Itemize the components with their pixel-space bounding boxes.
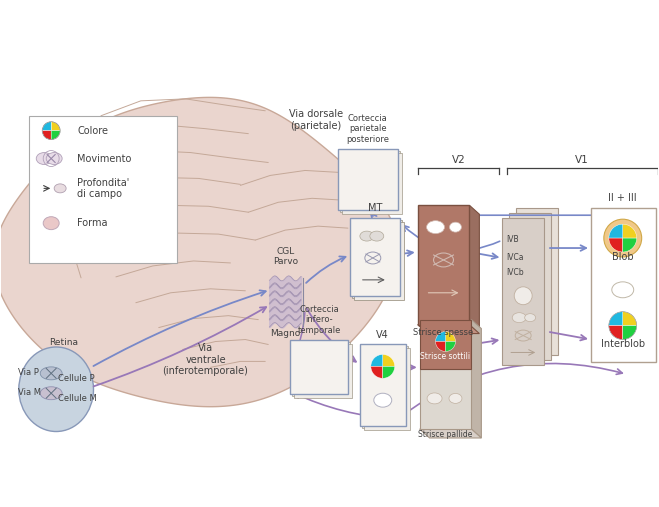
FancyBboxPatch shape [360, 344, 406, 426]
Polygon shape [420, 429, 481, 438]
Circle shape [604, 219, 642, 257]
Wedge shape [609, 325, 623, 340]
Text: Strisce spesse: Strisce spesse [413, 328, 474, 337]
Wedge shape [623, 325, 637, 340]
Polygon shape [471, 319, 481, 438]
Wedge shape [445, 342, 455, 351]
Text: V2: V2 [451, 156, 465, 165]
Text: Corteccia
infero-
temporale: Corteccia infero- temporale [297, 305, 341, 335]
Text: Blob: Blob [612, 252, 633, 262]
Ellipse shape [449, 393, 462, 404]
FancyBboxPatch shape [354, 222, 404, 300]
Text: Retina: Retina [49, 339, 78, 347]
Wedge shape [51, 131, 60, 139]
Text: Interblob: Interblob [601, 340, 645, 349]
Wedge shape [51, 122, 60, 131]
Text: Strisce sottili: Strisce sottili [420, 352, 471, 361]
FancyBboxPatch shape [420, 369, 471, 429]
FancyBboxPatch shape [516, 208, 558, 355]
FancyBboxPatch shape [294, 344, 352, 398]
Ellipse shape [612, 282, 634, 298]
FancyBboxPatch shape [362, 346, 408, 428]
Text: Colore: Colore [77, 126, 108, 136]
FancyBboxPatch shape [342, 153, 402, 214]
Text: Via M: Via M [18, 388, 42, 397]
Text: V1: V1 [575, 156, 588, 165]
Wedge shape [371, 354, 383, 367]
Wedge shape [445, 332, 455, 342]
Wedge shape [436, 332, 445, 342]
Ellipse shape [426, 221, 445, 234]
Ellipse shape [360, 231, 374, 241]
Wedge shape [623, 224, 637, 238]
Text: Movimento: Movimento [77, 154, 131, 164]
Polygon shape [418, 324, 479, 334]
Text: Via P: Via P [18, 368, 39, 377]
Text: CGL
Parvo: CGL Parvo [273, 246, 298, 266]
Text: Corteccia
parietale
posteriore: Corteccia parietale posteriore [347, 114, 389, 143]
FancyBboxPatch shape [350, 218, 400, 296]
Circle shape [514, 287, 532, 305]
FancyBboxPatch shape [292, 342, 350, 396]
Ellipse shape [46, 153, 62, 164]
Wedge shape [436, 342, 445, 351]
Wedge shape [383, 367, 395, 378]
FancyBboxPatch shape [509, 213, 551, 360]
FancyBboxPatch shape [338, 149, 398, 210]
Ellipse shape [43, 216, 59, 230]
FancyBboxPatch shape [290, 340, 348, 394]
FancyBboxPatch shape [364, 348, 410, 430]
Ellipse shape [525, 314, 536, 321]
FancyBboxPatch shape [420, 319, 471, 369]
Text: Forma: Forma [77, 218, 107, 228]
Text: IVB: IVB [506, 235, 519, 244]
Ellipse shape [449, 222, 461, 232]
Text: Profondita'
di campo: Profondita' di campo [77, 177, 129, 199]
Polygon shape [0, 97, 397, 407]
FancyBboxPatch shape [591, 208, 656, 363]
Wedge shape [623, 312, 637, 325]
Text: IVCa: IVCa [506, 253, 524, 262]
Ellipse shape [374, 393, 391, 407]
Ellipse shape [54, 184, 66, 193]
Text: Via
ventrale
(inferotemporale): Via ventrale (inferotemporale) [163, 343, 248, 376]
Wedge shape [623, 238, 637, 252]
Ellipse shape [427, 393, 442, 404]
Text: Cellule P: Cellule P [58, 374, 95, 383]
FancyBboxPatch shape [338, 149, 398, 210]
Ellipse shape [36, 153, 52, 164]
Wedge shape [609, 224, 623, 238]
FancyBboxPatch shape [352, 220, 402, 298]
Text: Via dorsale
(parietale): Via dorsale (parietale) [289, 109, 343, 131]
Wedge shape [42, 122, 51, 131]
Wedge shape [371, 367, 383, 378]
Ellipse shape [19, 347, 94, 431]
FancyBboxPatch shape [340, 151, 400, 212]
Wedge shape [383, 354, 395, 367]
FancyBboxPatch shape [360, 344, 406, 426]
Text: V4: V4 [376, 330, 389, 340]
FancyBboxPatch shape [29, 116, 177, 263]
Text: MT: MT [368, 203, 382, 213]
Ellipse shape [370, 231, 384, 241]
FancyBboxPatch shape [502, 218, 544, 366]
Wedge shape [609, 238, 623, 252]
FancyBboxPatch shape [290, 340, 348, 394]
Ellipse shape [40, 387, 62, 400]
Ellipse shape [40, 367, 62, 380]
FancyBboxPatch shape [418, 205, 469, 324]
Wedge shape [42, 131, 51, 139]
Ellipse shape [512, 313, 526, 322]
Text: Magno: Magno [270, 329, 301, 338]
Wedge shape [609, 312, 623, 325]
Text: II + III: II + III [608, 193, 637, 203]
FancyBboxPatch shape [350, 218, 400, 296]
Polygon shape [469, 205, 479, 334]
Text: Cellule M: Cellule M [58, 394, 97, 403]
Text: Strisce pallide: Strisce pallide [418, 430, 473, 439]
Text: IVCb: IVCb [506, 268, 524, 277]
